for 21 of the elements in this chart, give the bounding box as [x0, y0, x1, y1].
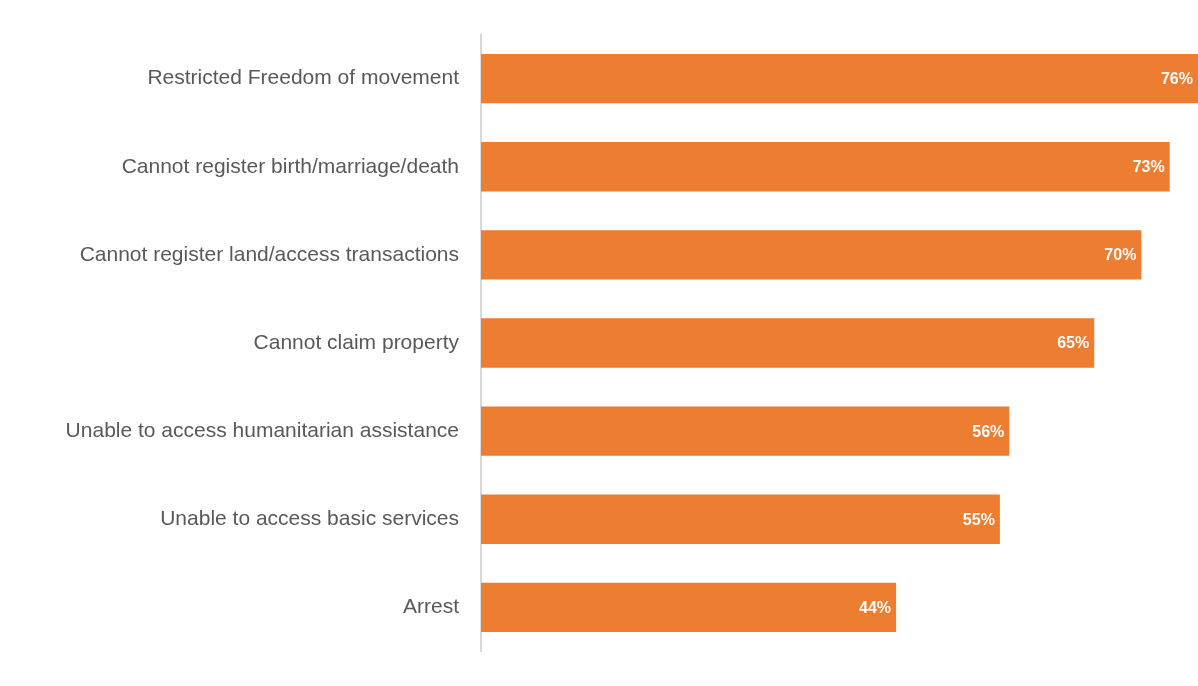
- data-label: 56%: [972, 422, 1005, 440]
- y-tick-label: Cannot claim property: [253, 329, 460, 353]
- bar: [481, 318, 1095, 368]
- bar: [481, 582, 897, 633]
- data-label: 70%: [1104, 246, 1137, 264]
- data-label: 65%: [1057, 334, 1090, 352]
- y-tick-label: Cannot register birth/marriage/death: [121, 153, 459, 177]
- bar: [481, 494, 1000, 544]
- y-tick-label: Unable to access humanitarian assistance: [65, 417, 459, 441]
- y-tick-label: Restricted Freedom of movement: [147, 65, 460, 89]
- y-tick-label: Unable to access basic services: [160, 506, 459, 530]
- bar: [481, 406, 1010, 456]
- bar: [481, 230, 1142, 280]
- bar: [481, 53, 1198, 104]
- bar: [481, 142, 1170, 192]
- y-tick-label: Arrest: [402, 594, 460, 618]
- data-label: 44%: [859, 598, 892, 616]
- data-label: 73%: [1132, 158, 1165, 176]
- data-label: 55%: [962, 510, 995, 528]
- data-label: 76%: [1160, 70, 1193, 88]
- y-tick-label: Cannot register land/access transactions: [79, 241, 459, 265]
